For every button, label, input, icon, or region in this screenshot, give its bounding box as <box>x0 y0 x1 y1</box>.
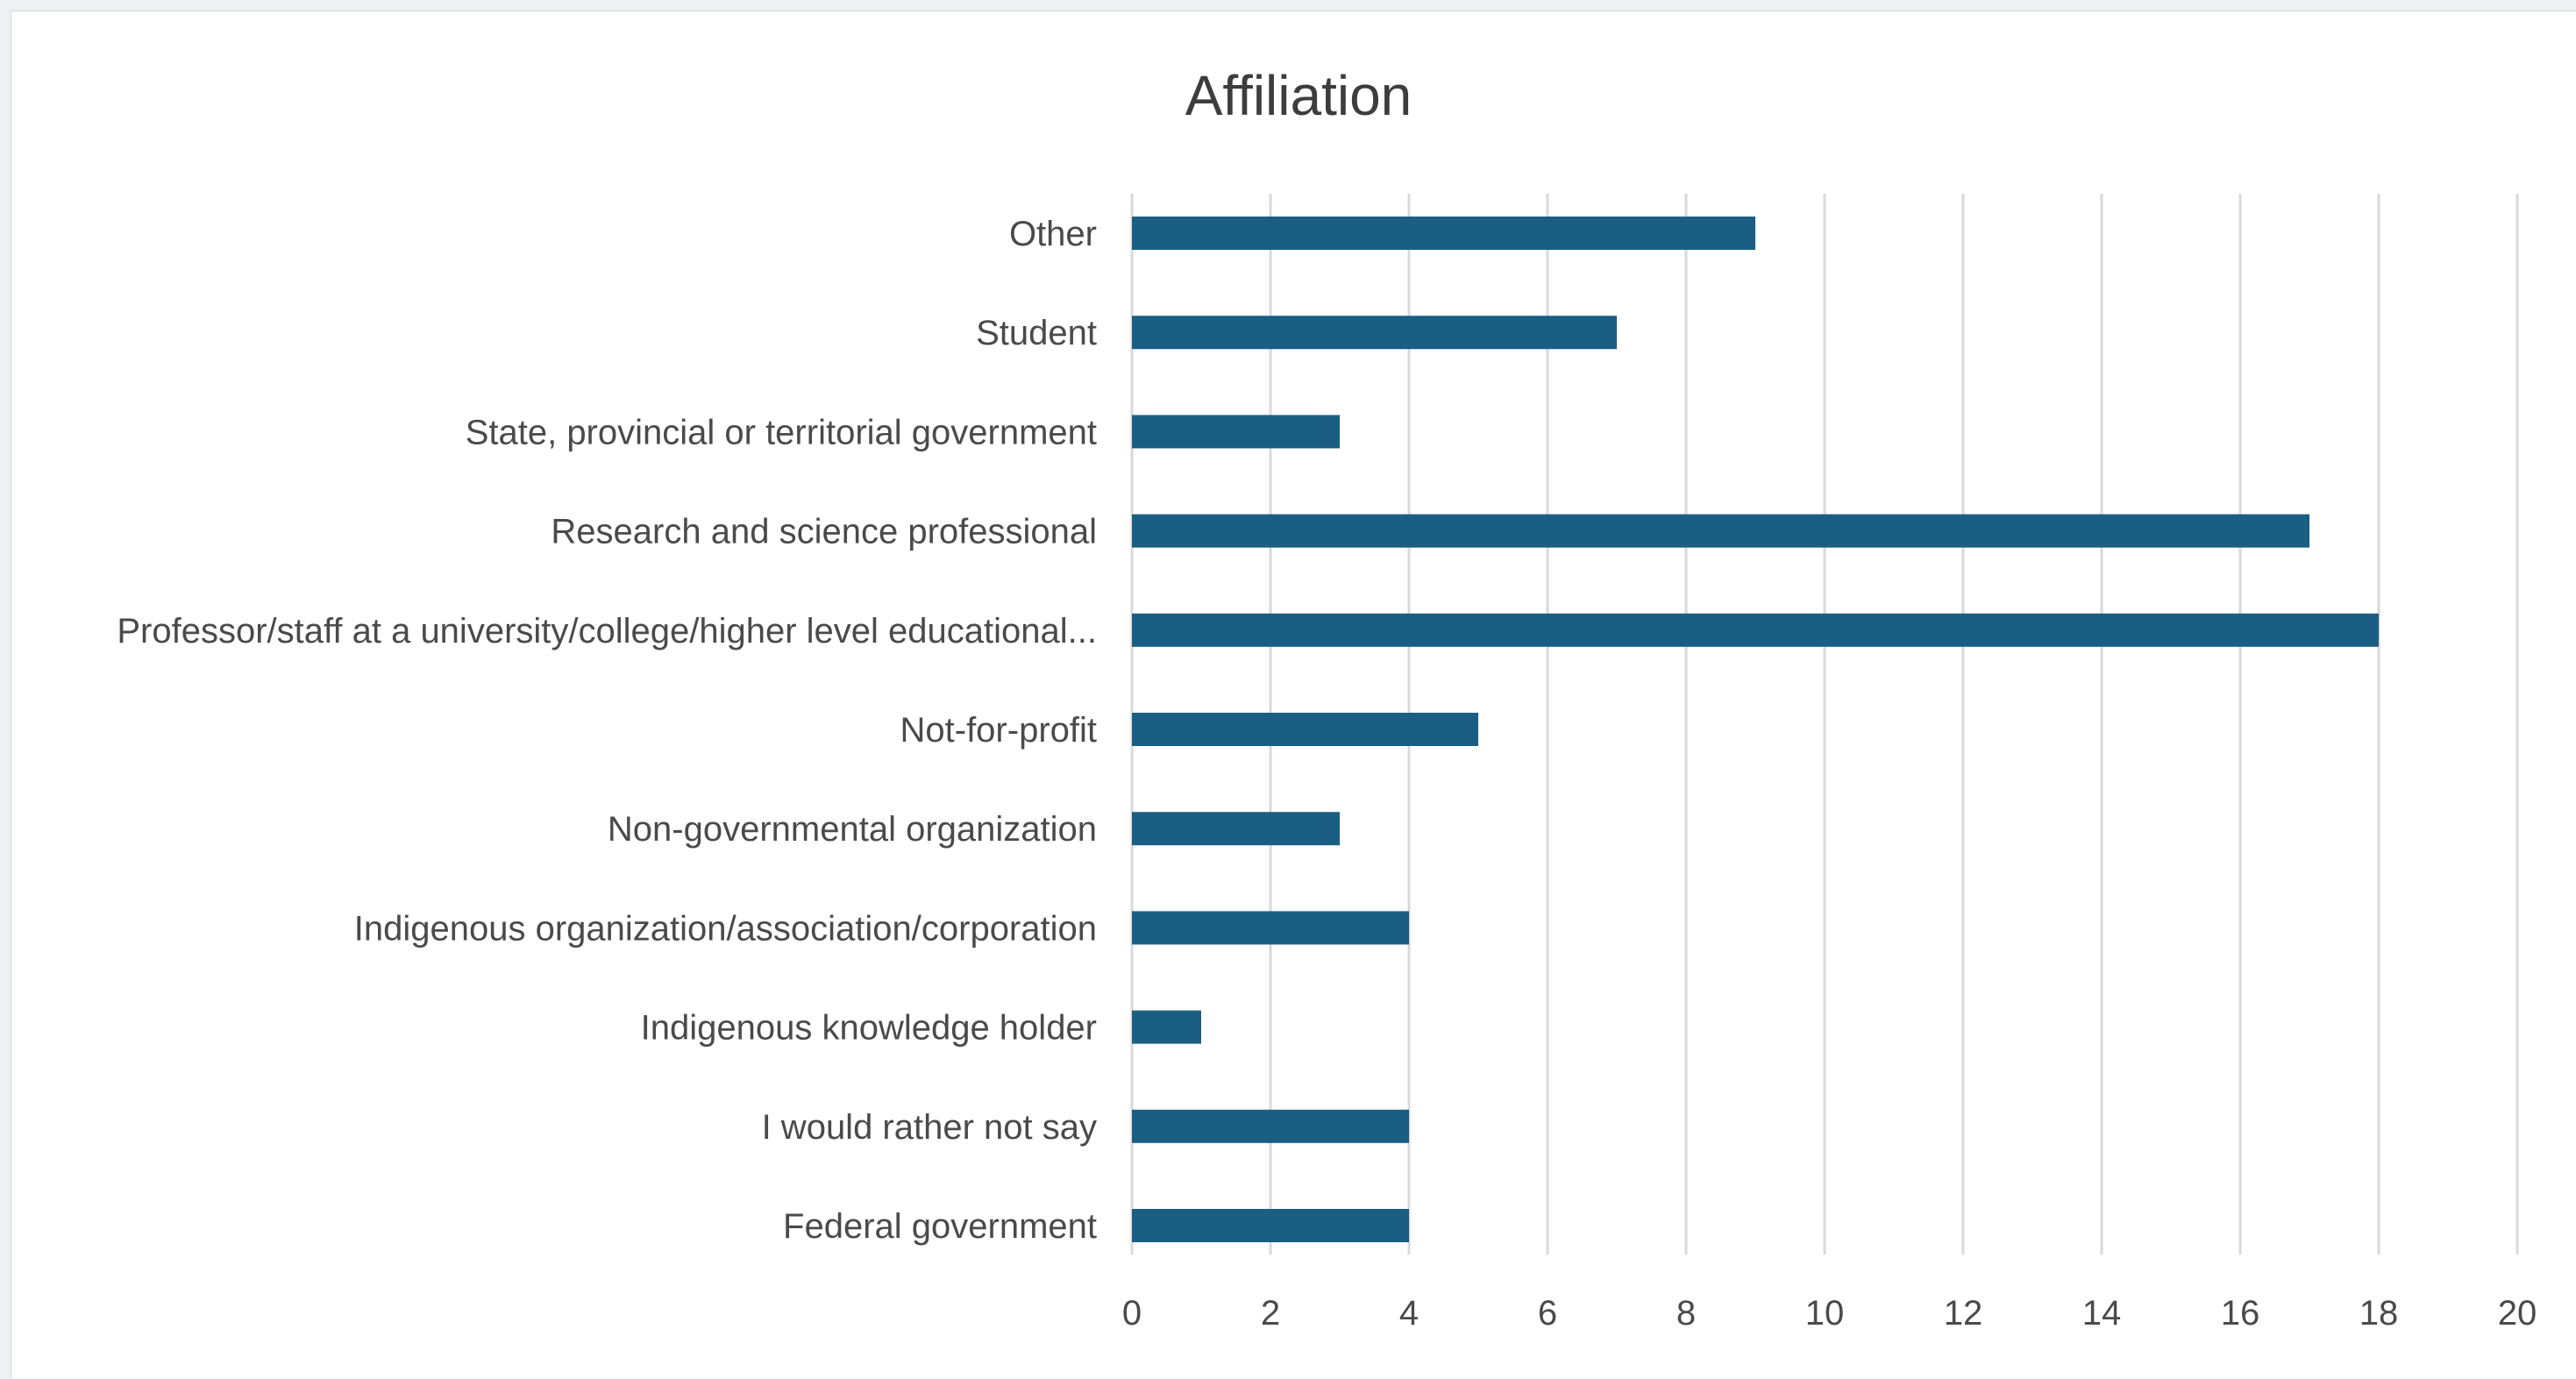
x-tick-label: 12 <box>1944 1294 1983 1333</box>
category-label: State, provincial or territorial governm… <box>466 413 1097 451</box>
bar <box>1132 415 1340 449</box>
bar <box>1132 911 1409 945</box>
x-tick-label: 2 <box>1261 1294 1280 1333</box>
x-tick-label: 16 <box>2221 1294 2260 1333</box>
x-tick-label: 6 <box>1538 1294 1557 1333</box>
bar <box>1132 713 1478 746</box>
category-labels: Other Student State, provincial or territo… <box>117 215 1097 1246</box>
x-tick-label: 14 <box>2082 1294 2122 1333</box>
category-label: Research and science professional <box>551 513 1097 551</box>
category-label: Professor/staff at a university/college/… <box>117 612 1097 650</box>
x-tick-label: 20 <box>2498 1294 2537 1333</box>
bar <box>1132 613 2379 647</box>
category-label: Student <box>976 314 1097 352</box>
category-label: Indigenous organization/association/corp… <box>354 909 1097 948</box>
chart-title: Affiliation <box>1185 64 1413 127</box>
category-label: I would rather not say <box>762 1108 1097 1147</box>
x-tick-label: 10 <box>1805 1294 1845 1333</box>
category-label: Other <box>1009 215 1097 253</box>
bar <box>1132 217 1755 250</box>
category-label: Not-for-profit <box>900 711 1098 750</box>
category-label: Federal government <box>783 1207 1097 1246</box>
bar <box>1132 1209 1409 1242</box>
chart-frame: Affiliation Other Student State, provincia… <box>11 11 2576 1378</box>
x-tick-label: 18 <box>2359 1294 2399 1333</box>
affiliation-bar-chart: Affiliation Other Student State, provincia… <box>117 64 2537 1333</box>
category-label: Indigenous knowledge holder <box>641 1009 1097 1048</box>
bar <box>1132 316 1617 350</box>
bar <box>1132 1109 1409 1143</box>
x-tick-label: 0 <box>1122 1294 1142 1333</box>
grid-lines <box>1130 194 2519 1255</box>
x-tick-label: 4 <box>1399 1294 1419 1333</box>
x-tick-label: 8 <box>1676 1294 1696 1333</box>
bars <box>1132 217 2379 1242</box>
bar <box>1132 1010 1201 1044</box>
category-label: Non-governmental organization <box>608 810 1097 849</box>
x-tick-labels: 0 2 4 6 8 10 12 14 16 18 20 <box>1122 1294 2537 1333</box>
bar <box>1132 812 1340 846</box>
bar <box>1132 514 2309 548</box>
